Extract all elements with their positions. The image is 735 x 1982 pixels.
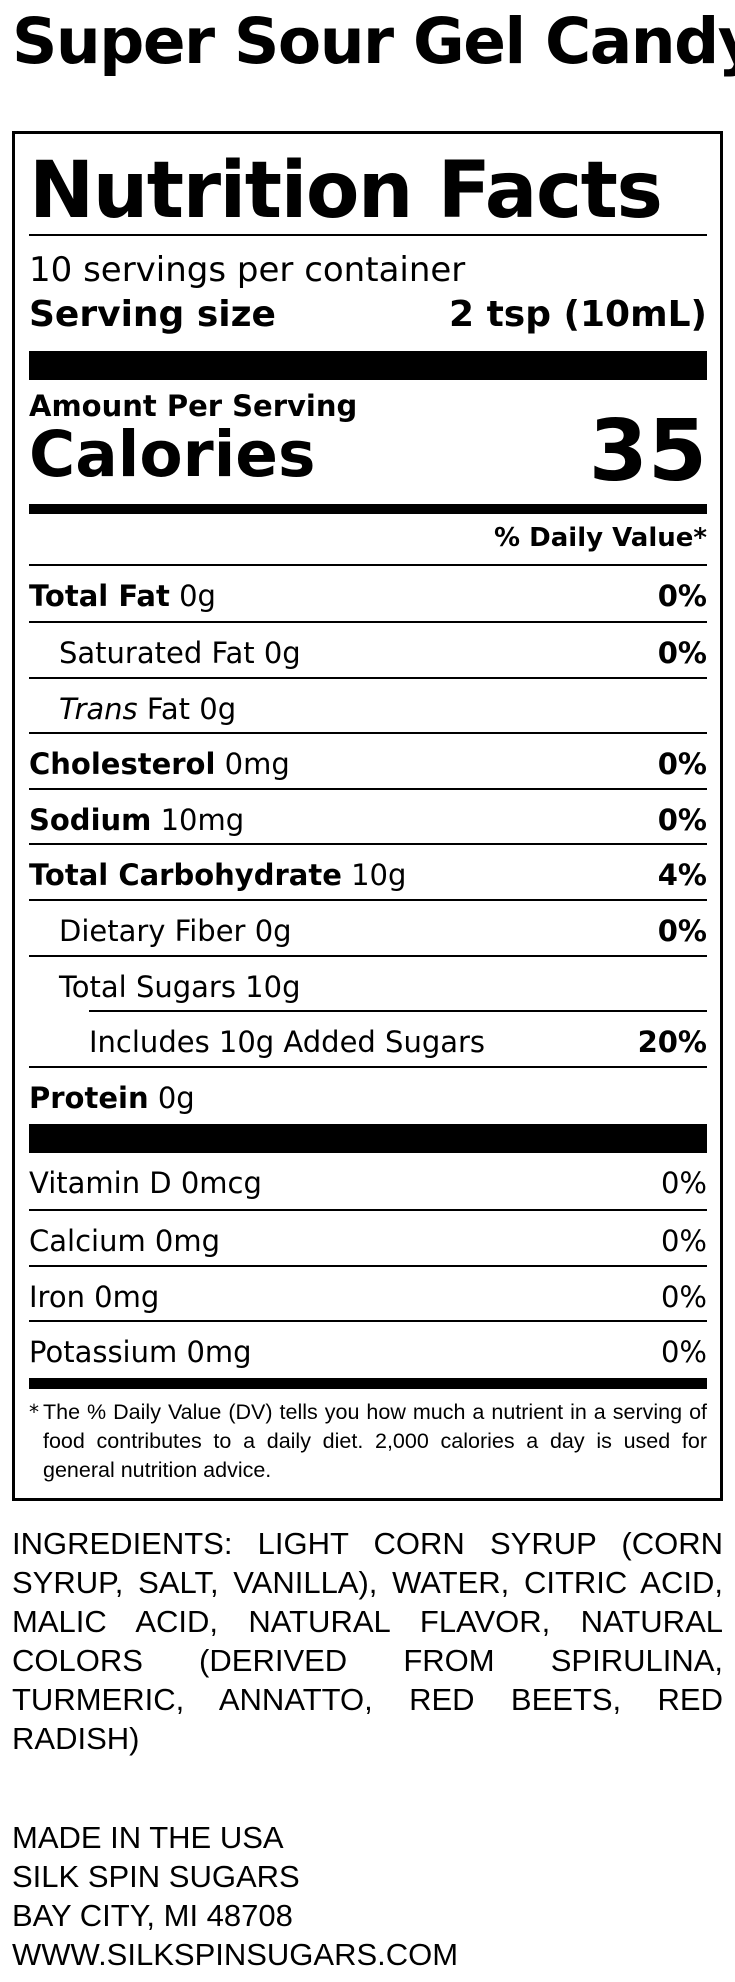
amount-per-serving-label: Amount Per Serving [29,389,358,423]
row-divider [29,1320,707,1322]
row-divider [29,843,707,845]
company-line: SILK SPIN SUGARS [12,1859,300,1894]
nutrient-dv: 0% [657,579,707,613]
nutrient-dv: 0% [657,636,707,670]
nutrient-name: Protein [29,1081,149,1115]
nutrient-amount: 0mg [215,747,290,781]
nutrient-label: Dietary Fiber 0g [59,914,292,948]
nutrient-row-total-sugars: Total Sugars 10g [29,957,707,1012]
calories-value: 35 [588,402,707,501]
product-title: Super Sour Gel Candy [12,5,735,78]
footnote-text: The % Daily Value (DV) tells you how muc… [43,1400,707,1482]
nutrient-dv: 0% [657,914,707,948]
website-line: WWW.SILKSPINSUGARS.COM [12,1937,459,1972]
nutrient-label: Includes 10g Added Sugars [89,1025,486,1059]
nutrient-name: Total Carbohydrate [29,858,342,892]
nutrient-dv: 4% [657,858,707,892]
nutrient-label: Saturated Fat 0g [59,636,301,670]
row-divider [29,788,707,790]
nutrient-amount: 0g [169,579,216,613]
row-divider [29,1209,707,1211]
nutrient-row-saturated-fat: Saturated Fat 0g 0% [29,623,707,678]
vitamin-dv: 0% [660,1335,707,1369]
nutrient-row-dietary-fiber: Dietary Fiber 0g 0% [29,901,707,956]
nutrient-row-sodium: Sodium 10mg 0% [29,790,707,845]
vitamin-row-vitamin-d: Vitamin D 0mcg 0% [29,1153,707,1208]
nutrient-dv: 0% [657,803,707,837]
city-line: BAY CITY, MI 48708 [12,1898,293,1933]
calories-label: Calories [29,418,316,491]
row-divider [29,955,707,957]
nutrient-row-total-fat: Total Fat 0g 0% [29,566,707,621]
nutrient-row-trans-fat: Trans Fat 0g [29,679,707,734]
row-divider [29,899,707,901]
nutrition-facts-title: Nutrition Facts [29,146,663,236]
ingredients-text: INGREDIENTS: LIGHT CORN SYRUP (CORN SYRU… [12,1526,723,1756]
nutrient-row-added-sugars: Includes 10g Added Sugars 20% [29,1012,707,1067]
row-divider-indented [89,1010,707,1012]
footnote-marker: * [29,1400,39,1424]
nutrient-dv: 20% [637,1025,707,1059]
thick-rule-top [29,351,707,380]
vitamin-label: Calcium 0mg [29,1224,221,1258]
vitamin-row-potassium: Potassium 0mg 0% [29,1322,707,1377]
nutrient-name: Total Fat [29,579,170,613]
nutrient-amount: 0g [148,1081,195,1115]
nutrition-facts-inner: Nutrition Facts 10 servings per containe… [29,134,707,1498]
title-rule [29,234,707,236]
daily-value-header: % Daily Value* [494,523,707,553]
vitamin-dv: 0% [660,1280,707,1314]
nutrient-row-cholesterol: Cholesterol 0mg 0% [29,734,707,789]
serving-size-value: 2 tsp (10mL) [449,294,707,335]
medium-rule-calories [29,504,707,514]
nutrient-amount: 10mg [151,803,245,837]
vitamin-row-iron: Iron 0mg 0% [29,1267,707,1322]
nutrient-name: Cholesterol [29,747,216,781]
nutrient-name: Trans [59,692,138,726]
nutrition-facts-panel: Nutrition Facts 10 servings per containe… [12,131,723,1501]
row-divider [29,1066,707,1068]
nutrient-amount: 10g [341,858,407,892]
vitamin-dv: 0% [660,1224,707,1258]
made-in-line: MADE IN THE USA [12,1820,284,1855]
row-divider [29,677,707,679]
medium-rule-footnote [29,1378,707,1389]
nutrient-dv: 0% [657,747,707,781]
nutrient-row-protein: Protein 0g [29,1068,707,1123]
servings-per-container: 10 servings per container [29,250,466,290]
nutrient-row-total-carbohydrate: Total Carbohydrate 10g 4% [29,845,707,900]
nutrient-amount: Fat 0g [137,692,237,726]
serving-size-label: Serving size [29,294,276,335]
thick-rule-vitamins [29,1124,707,1153]
row-divider [29,621,707,623]
row-divider [29,564,707,566]
row-divider [29,1265,707,1267]
nutrient-name: Sodium [29,803,152,837]
row-divider [29,732,707,734]
vitamin-label: Potassium 0mg [29,1335,252,1369]
vitamin-dv: 0% [660,1166,707,1200]
vitamin-row-calcium: Calcium 0mg 0% [29,1211,707,1266]
vitamin-label: Vitamin D 0mcg [29,1166,262,1200]
manufacturer-address: MADE IN THE USA SILK SPIN SUGARS BAY CIT… [12,1818,458,1974]
vitamin-label: Iron 0mg [29,1280,160,1314]
nutrient-label: Total Sugars 10g [59,970,301,1004]
